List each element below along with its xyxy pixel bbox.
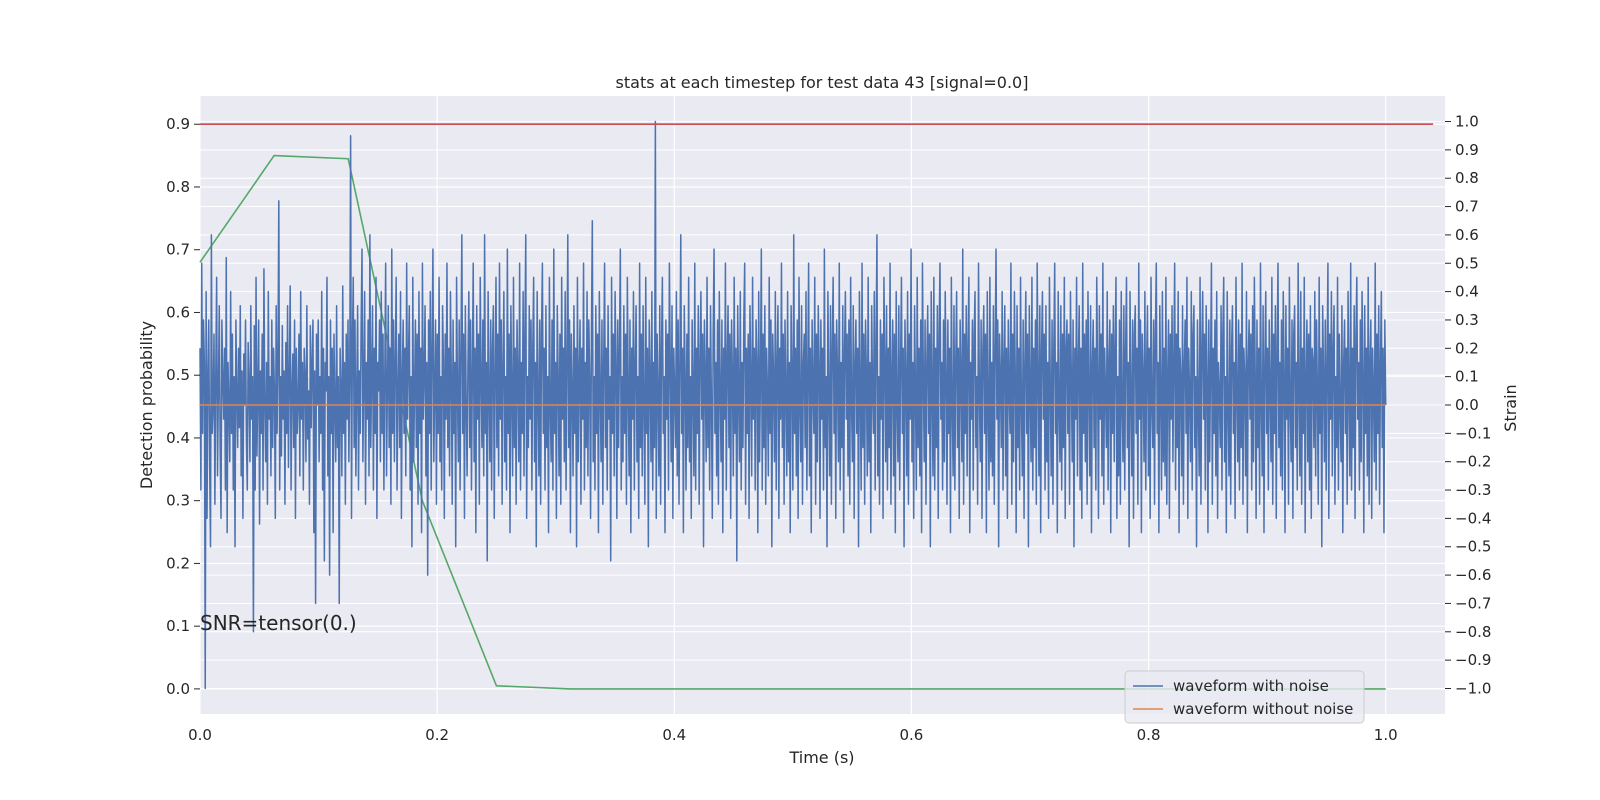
legend: waveform with noise waveform without noi… [1124,670,1365,724]
y-right-tick-label: 0.9 [1455,141,1479,159]
y-right-tick-label: −0.7 [1455,594,1491,612]
snr-annotation: SNR=tensor(0.) [200,611,357,635]
y-left-tick-label: 0.7 [166,241,190,259]
y-right-tick-label: 0.8 [1455,169,1479,187]
x-tick-label: 0.0 [188,726,212,744]
y-right-tick-label: −0.2 [1455,453,1491,471]
y-left-tick-label: 0.9 [166,115,190,133]
x-axis: 0.0 0.2 0.4 0.6 0.8 1.0 [188,726,1398,744]
y-right-tick-label: 0.5 [1455,254,1479,272]
x-tick-label: 0.2 [425,726,449,744]
y-left-tick-label: 0.4 [166,429,190,447]
y-right-tick-label: −0.1 [1455,424,1491,442]
y-left-tick-label: 0.2 [166,554,190,572]
legend-box [1124,670,1365,724]
y-left-tick-label: 0.0 [166,680,190,698]
y-right-tick-label: 0.1 [1455,368,1479,386]
legend-label-waveform-without-noise: waveform without noise [1173,700,1353,718]
y-axis-left: 0.0 0.1 0.2 0.3 0.4 0.5 0.6 0.7 0.8 0.9 [166,115,200,698]
legend-label-waveform-with-noise: waveform with noise [1173,677,1329,695]
y-right-tick-label: 0.3 [1455,311,1479,329]
y-right-tick-label: −1.0 [1455,679,1491,697]
y-right-tick-label: 0.4 [1455,283,1479,301]
y-axis-right: 1.0 0.9 0.8 0.7 0.6 0.5 0.4 0.3 0.2 0.1 0.0 −0.1 −0.… [1445,113,1491,697]
y-right-tick-label: 1.0 [1455,113,1479,131]
x-tick-label: 0.6 [899,726,923,744]
y-axis-left-label: Detection probability [137,321,156,489]
y-left-tick-label: 0.3 [166,492,190,510]
y-right-tick-label: −0.5 [1455,538,1491,556]
y-right-tick-label: −0.8 [1455,623,1491,641]
y-left-tick-label: 0.6 [166,303,190,321]
x-axis-label: Time (s) [788,748,854,767]
chart-title: stats at each timestep for test data 43 … [616,73,1029,92]
y-right-tick-label: −0.3 [1455,481,1491,499]
y-left-tick-label: 0.1 [166,617,190,635]
series-line-waveform-with-noise [199,120,1387,690]
x-tick-label: 1.0 [1374,726,1398,744]
y-axis-right-label: Strain [1501,384,1520,431]
y-right-tick-label: −0.6 [1455,566,1491,584]
y-right-tick-label: 0.7 [1455,198,1479,216]
y-left-tick-label: 0.8 [166,178,190,196]
x-tick-label: 0.8 [1137,726,1161,744]
y-left-tick-label: 0.5 [166,366,190,384]
y-right-tick-label: 0.6 [1455,226,1479,244]
y-right-tick-label: −0.9 [1455,651,1491,669]
y-right-tick-label: 0.0 [1455,396,1479,414]
y-right-tick-label: 0.2 [1455,339,1479,357]
y-right-tick-label: −0.4 [1455,509,1491,527]
x-tick-label: 0.4 [662,726,686,744]
